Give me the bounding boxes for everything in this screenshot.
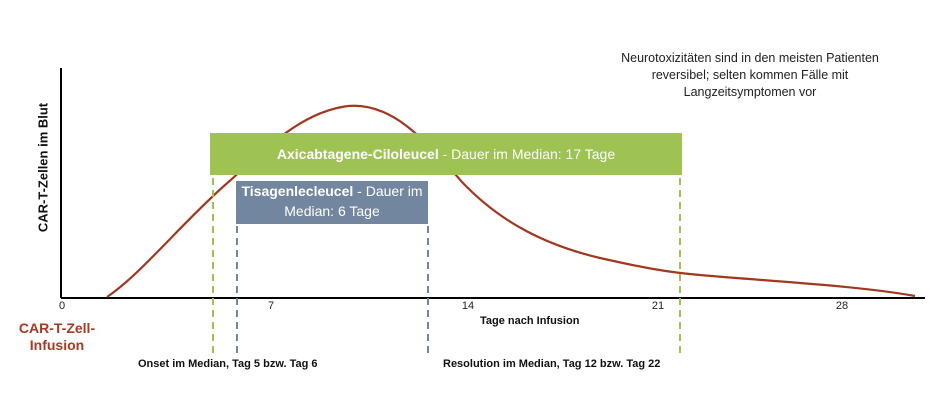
car-t-infusion-label: CAR-T-Zell-Infusion: [18, 320, 96, 353]
tisa-duration-text: - Dauer im Median: 6 Tage: [284, 183, 423, 219]
x-tick-21: 21: [651, 300, 665, 312]
axicel-duration-text: - Dauer im Median: 17 Tage: [438, 146, 616, 162]
x-tick-7: 7: [267, 300, 275, 312]
tisa-duration-bar: Tisagenlecleucel - Dauer im Median: 6 Ta…: [236, 181, 428, 224]
axicel-duration-bar: Axicabtagene-Ciloleucel - Dauer im Media…: [210, 133, 682, 175]
x-tick-28: 28: [835, 300, 849, 312]
x-tick-14: 14: [461, 300, 475, 312]
x-axis-title: Tage nach Infusion: [480, 315, 580, 327]
axicel-name: Axicabtagene-Ciloleucel: [276, 146, 439, 162]
neurotoxicity-note: Neurotoxizitäten sind in den meisten Pat…: [621, 51, 879, 99]
x-tick-0: 0: [58, 300, 66, 312]
car-t-curve: [106, 104, 916, 298]
resolution-label: Resolution im Median, Tag 12 bzw. Tag 22: [443, 358, 661, 370]
y-axis-label: CAR-T-Zellen im Blut: [35, 102, 51, 233]
tisa-name: Tisagenlecleucel: [241, 183, 354, 199]
onset-label: Onset im Median, Tag 5 bzw. Tag 6: [138, 358, 318, 370]
